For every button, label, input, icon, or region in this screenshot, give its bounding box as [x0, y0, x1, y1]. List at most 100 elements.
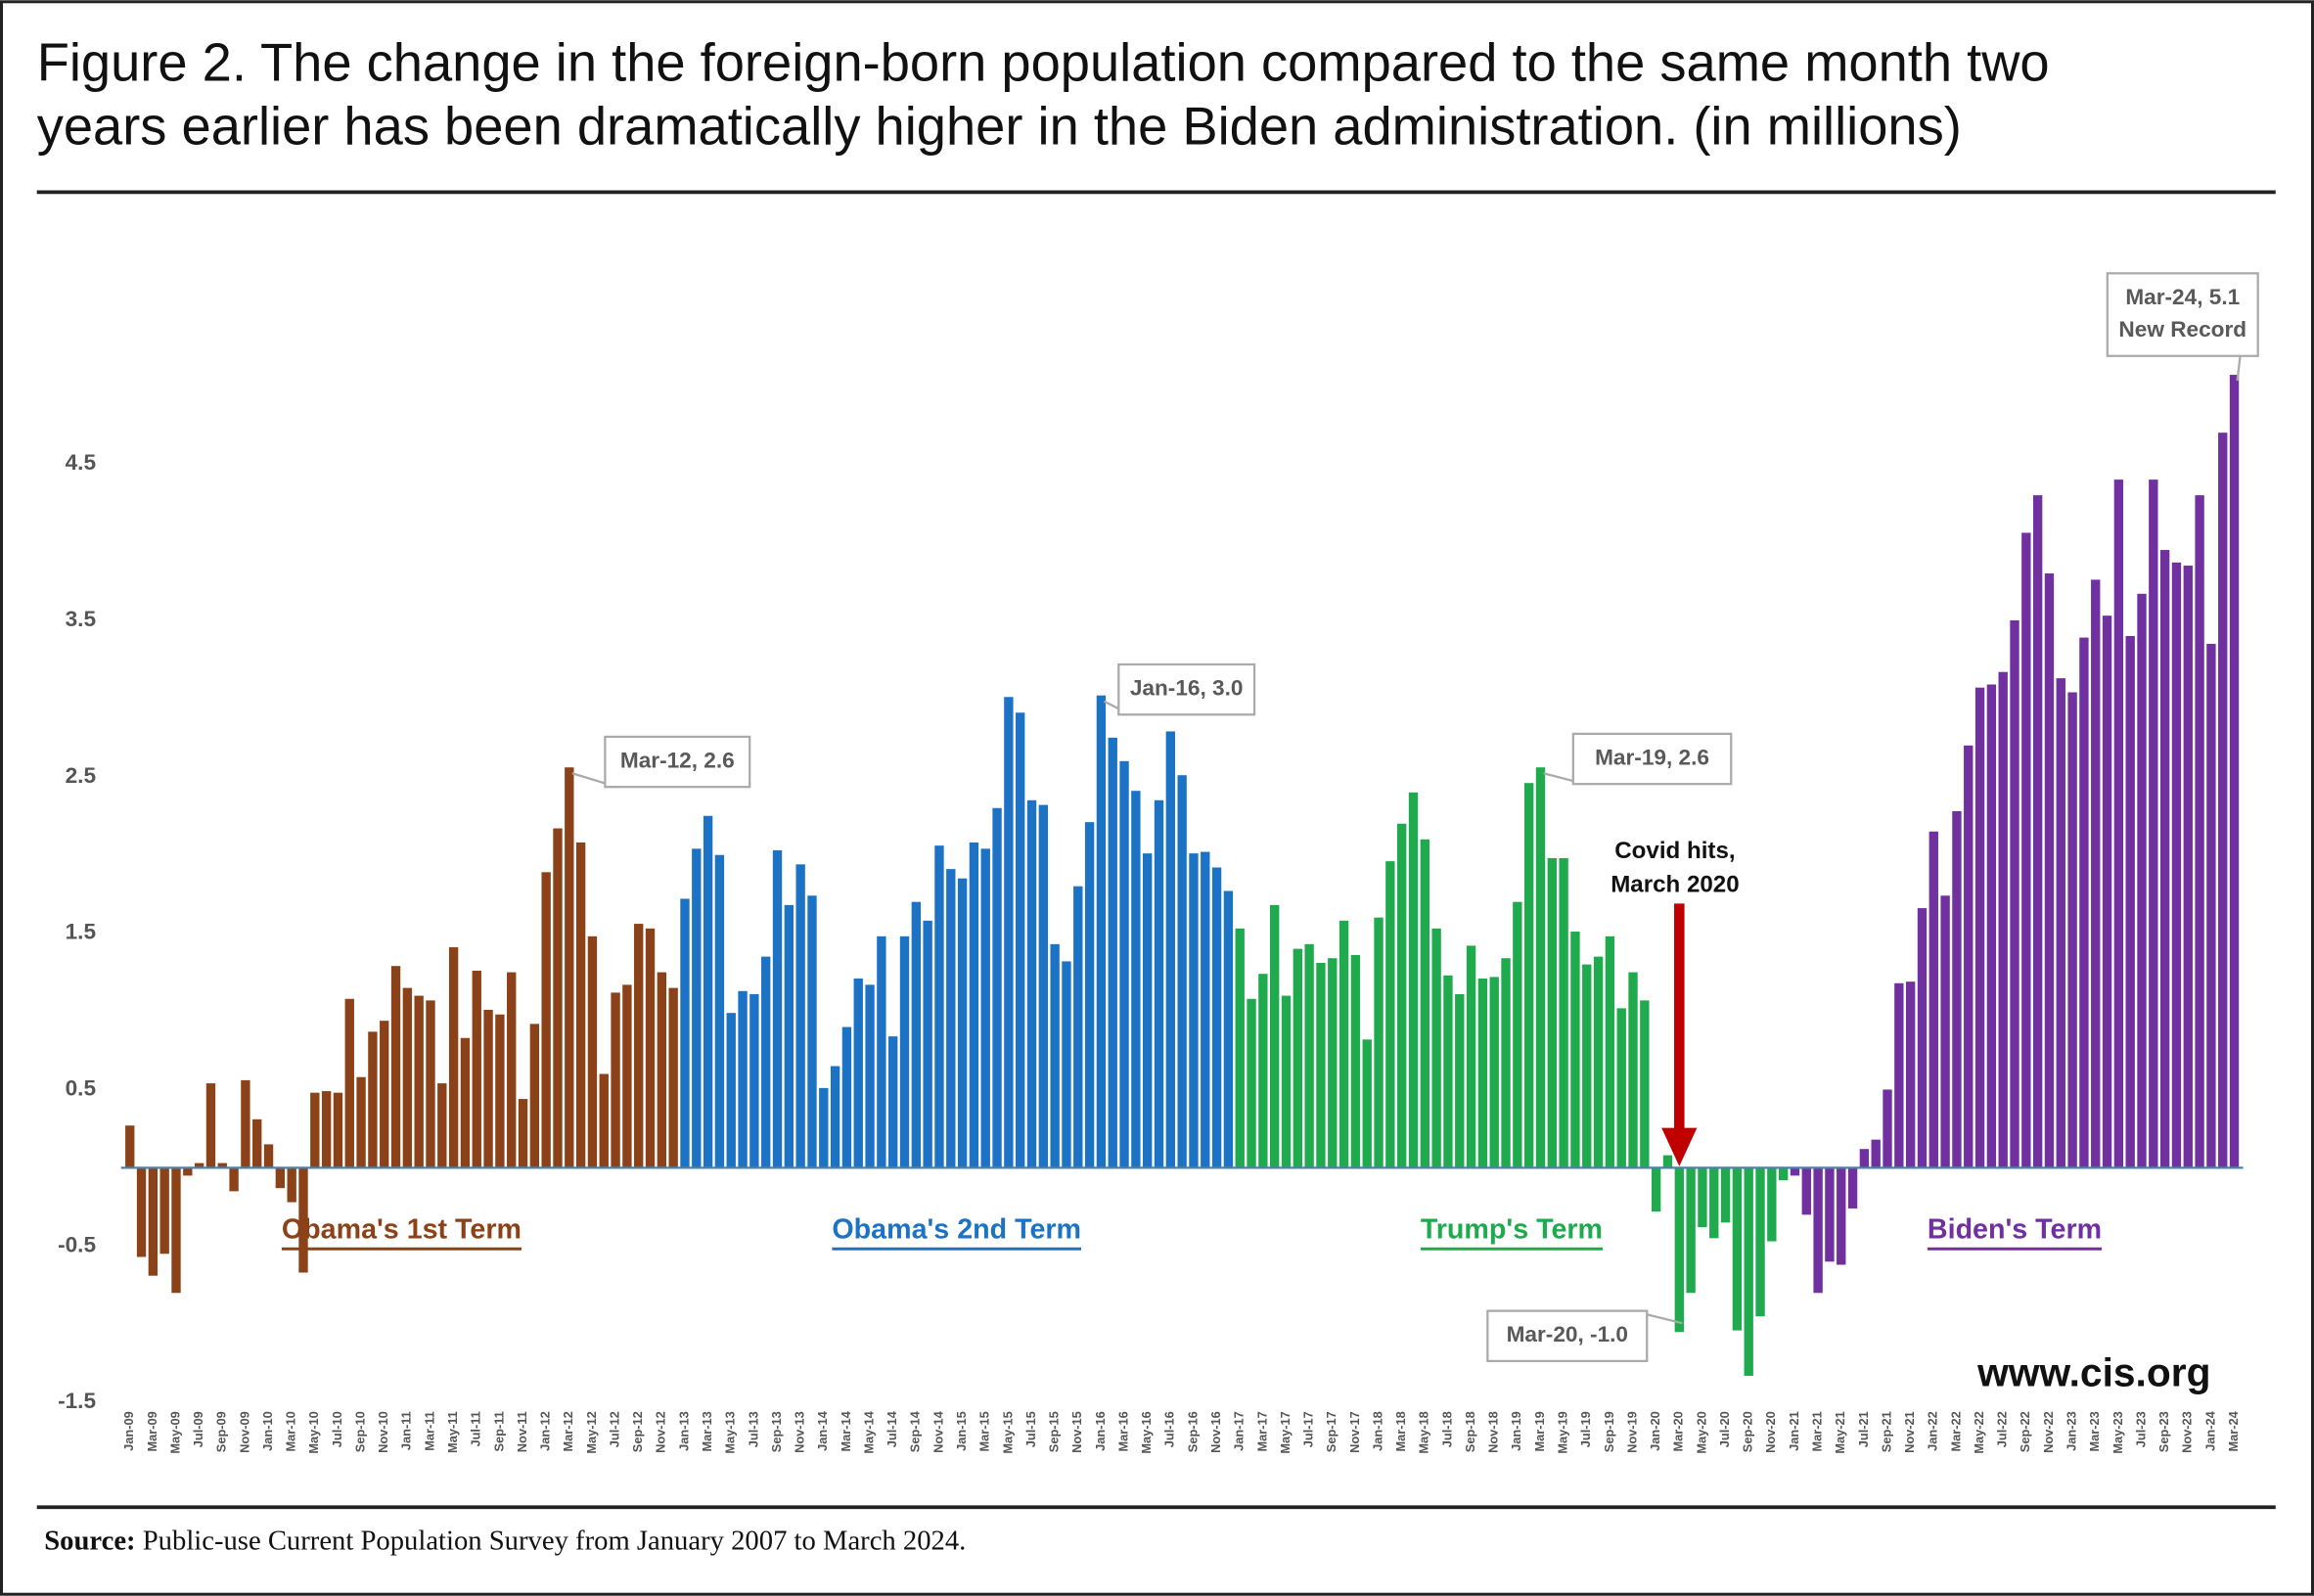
bar — [899, 935, 910, 1168]
bar — [402, 987, 413, 1168]
bar — [1201, 851, 1210, 1168]
bar — [1073, 886, 1083, 1168]
bar — [2171, 562, 2182, 1168]
x-tick-label: Nov-13 — [793, 1411, 807, 1453]
callout-box — [604, 735, 751, 789]
bar — [1223, 890, 1234, 1168]
bar — [380, 1021, 389, 1168]
bar — [634, 924, 644, 1168]
bar — [495, 1014, 505, 1168]
y-tick-label: 2.5 — [66, 763, 96, 788]
bar — [1616, 1008, 1626, 1168]
bar — [714, 854, 725, 1168]
bar — [460, 1037, 471, 1168]
bar — [1026, 799, 1037, 1168]
x-tick-label: May-18 — [1417, 1411, 1431, 1453]
bar — [344, 998, 354, 1168]
x-tick-label: Jan-19 — [1509, 1411, 1523, 1451]
bar — [622, 984, 632, 1168]
x-tick-label: Jul-12 — [607, 1411, 621, 1447]
x-tick-label: Sep-19 — [1602, 1411, 1616, 1452]
bar — [183, 1167, 193, 1176]
callout-box — [1117, 662, 1256, 716]
bar — [1038, 804, 1049, 1168]
bar — [703, 815, 713, 1168]
x-tick-label: Jul-22 — [1995, 1411, 2010, 1447]
bar — [1640, 1000, 1650, 1168]
x-tick-label: Sep-18 — [1463, 1411, 1477, 1452]
x-tick-label: May-19 — [1556, 1411, 1570, 1453]
x-tick-label: Nov-19 — [1624, 1411, 1639, 1453]
bar — [888, 1036, 898, 1168]
bar — [1084, 822, 1095, 1168]
bar — [645, 928, 656, 1168]
bar — [1316, 963, 1326, 1168]
x-tick-label: Mar-09 — [145, 1411, 159, 1451]
x-tick-label: Nov-14 — [930, 1410, 945, 1453]
bar — [1131, 791, 1141, 1168]
bar — [541, 872, 551, 1168]
x-tick-label: Jan-12 — [538, 1411, 553, 1451]
bar — [1813, 1167, 1823, 1294]
bar — [934, 845, 944, 1168]
x-tick-label: May-09 — [167, 1411, 182, 1453]
bar — [321, 1091, 332, 1168]
x-tick-label: Jul-11 — [469, 1411, 483, 1446]
x-tick-label: Sep-09 — [214, 1411, 229, 1452]
x-tick-label: Sep-17 — [1324, 1411, 1338, 1452]
bar — [1559, 857, 1568, 1168]
callout-box — [1486, 1309, 1649, 1363]
x-tick-label: May-16 — [1139, 1411, 1154, 1453]
x-tick-label: Sep-21 — [1879, 1411, 1893, 1452]
bar — [414, 995, 424, 1168]
bar — [877, 935, 886, 1168]
x-tick-label: Jan-09 — [121, 1411, 136, 1451]
bar — [957, 878, 968, 1168]
x-tick-label: Jul-10 — [330, 1411, 344, 1447]
callout-text: Jan-16, 3.0 — [1130, 676, 1244, 701]
callout-text: Mar-19, 2.6 — [1595, 745, 1709, 769]
x-tick-label: Mar-21 — [1810, 1411, 1825, 1451]
bar — [1477, 978, 1488, 1168]
x-tick-label: Sep-16 — [1185, 1411, 1200, 1452]
bar — [1755, 1167, 1765, 1317]
x-tick-label: Mar-17 — [1254, 1411, 1269, 1451]
bar — [749, 993, 759, 1168]
bar — [1501, 958, 1511, 1168]
x-tick-label: May-15 — [1000, 1411, 1015, 1453]
x-tick-label: Jan-14 — [815, 1410, 830, 1450]
x-tick-label: Jan-18 — [1370, 1411, 1384, 1451]
series-label: Trump's Term — [1421, 1214, 1603, 1246]
bar — [125, 1125, 135, 1168]
source-text: Public-use Current Population Survey fro… — [143, 1525, 967, 1556]
x-tick-label: May-23 — [2110, 1411, 2125, 1453]
bar — [252, 1118, 262, 1168]
bar — [587, 935, 598, 1168]
bar — [807, 895, 817, 1168]
y-tick-label: -1.5 — [58, 1389, 96, 1413]
x-tick-label: Mar-15 — [977, 1411, 992, 1451]
bar — [819, 1087, 829, 1168]
x-tick-label: May-13 — [723, 1411, 738, 1453]
bar — [1177, 775, 1187, 1168]
bar — [1247, 998, 1256, 1168]
x-tick-label: Jul-09 — [191, 1411, 205, 1447]
bar — [1582, 964, 1592, 1168]
bar — [1235, 928, 1245, 1168]
x-tick-label: Jan-23 — [2064, 1411, 2078, 1451]
x-tick-label: Mar-23 — [2087, 1411, 2102, 1451]
y-tick-label: 4.5 — [66, 450, 96, 475]
x-tick-label: Jan-17 — [1232, 1411, 1247, 1451]
chart-title: years earlier has been dramatically high… — [37, 96, 1962, 156]
bar — [472, 971, 481, 1168]
bar — [1513, 901, 1522, 1168]
x-tick-label: Nov-15 — [1069, 1411, 1084, 1453]
bar — [1362, 1039, 1372, 1168]
x-tick-label: Sep-20 — [1741, 1411, 1755, 1452]
bar — [1270, 904, 1280, 1168]
callout-text: Mar-12, 2.6 — [620, 749, 735, 773]
bar — [298, 1167, 308, 1273]
y-tick-label: -0.5 — [58, 1232, 96, 1256]
x-tick-label: Nov-09 — [237, 1411, 251, 1453]
x-tick-label: Jan-24 — [2202, 1410, 2217, 1450]
